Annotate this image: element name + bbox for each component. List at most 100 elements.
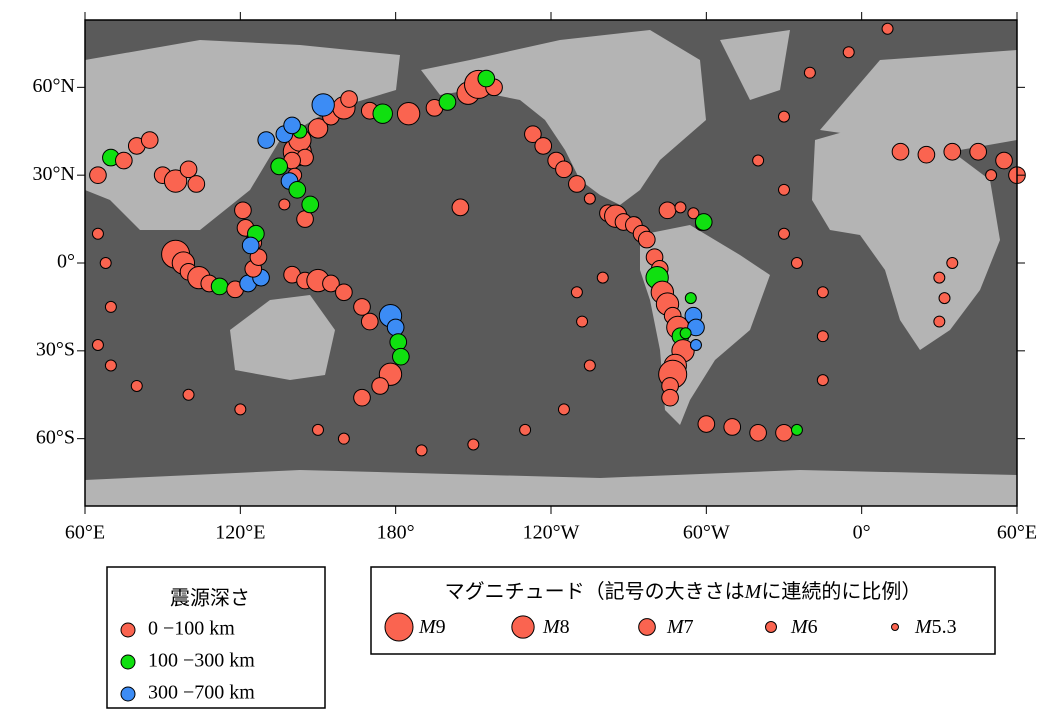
earthquake (779, 111, 790, 122)
earthquake (520, 424, 531, 435)
size-swatch (512, 616, 534, 638)
earthquake (882, 23, 893, 34)
earthquake (535, 138, 552, 155)
earthquake (439, 94, 456, 111)
earthquake (372, 378, 389, 395)
earthquake (90, 167, 107, 184)
legend-swatch (121, 655, 135, 669)
earthquake (680, 328, 691, 339)
earthquake (105, 301, 116, 312)
legend-swatch (121, 687, 135, 701)
y-tick-label: 0° (57, 251, 75, 273)
y-tick-label: 60°N (33, 75, 75, 97)
earthquake (970, 143, 987, 160)
earthquake (947, 258, 958, 269)
earthquake (92, 228, 103, 239)
earthquake (558, 404, 569, 415)
earthquake (817, 375, 828, 386)
earthquake (387, 319, 404, 336)
legend-label: 0 −100 km (148, 618, 235, 640)
earthquake (312, 94, 334, 116)
x-tick-label: 60°W (683, 522, 730, 544)
size-label: M8 (542, 616, 570, 638)
earthquake (336, 284, 353, 301)
earthquake (817, 287, 828, 298)
x-tick-label: 180° (377, 522, 415, 544)
earthquake (390, 334, 407, 351)
earthquake (934, 272, 945, 283)
earthquake (892, 143, 909, 160)
earthquake (354, 389, 371, 406)
earthquake (235, 404, 246, 415)
earthquake (698, 416, 715, 433)
earthquake (791, 424, 802, 435)
earthquake (685, 293, 696, 304)
size-swatch (766, 622, 777, 633)
earthquake (690, 339, 701, 350)
earthquake (934, 316, 945, 327)
earthquake (289, 181, 306, 198)
earthquake (361, 313, 378, 330)
earthquake (211, 278, 228, 295)
earthquake (662, 389, 679, 406)
earthquake (313, 424, 324, 435)
earthquake (279, 199, 290, 210)
y-tick-label: 30°S (36, 338, 75, 360)
earthquake (397, 103, 419, 125)
earthquake (779, 184, 790, 195)
size-symbol: M (418, 616, 437, 638)
size-label: M6 (790, 616, 818, 638)
size-label: M5.3 (914, 616, 957, 638)
earthquake (817, 331, 828, 342)
earthquake (996, 152, 1013, 169)
size-symbol: M (914, 616, 933, 638)
earthquake (939, 293, 950, 304)
x-tick-label: 120°E (215, 522, 265, 544)
earthquake (452, 199, 469, 216)
earthquake (750, 424, 767, 441)
map-figure: 60°E120°E180°120°W60°W0°60°E60°S30°S0°30… (0, 0, 1046, 718)
earthquake (791, 258, 802, 269)
earthquake (779, 228, 790, 239)
size-value: 7 (684, 616, 694, 638)
earthquake (373, 104, 392, 123)
earthquake (675, 202, 686, 213)
x-tick-label: 0° (853, 522, 871, 544)
earthquake (571, 287, 582, 298)
earthquake (597, 272, 608, 283)
y-tick-label: 30°N (33, 163, 75, 185)
earthquake (584, 193, 595, 204)
x-tick-label: 60°E (65, 522, 105, 544)
earthquake (235, 202, 252, 219)
earthquake (180, 161, 197, 178)
size-symbol: M (790, 616, 809, 638)
earthquake (577, 316, 588, 327)
size-value: 9 (436, 616, 446, 638)
earthquake (258, 132, 275, 149)
earthquake (753, 155, 764, 166)
earthquake (141, 132, 158, 149)
earthquake (416, 445, 427, 456)
earthquake (724, 419, 741, 436)
earthquake (944, 143, 961, 160)
earthquake (695, 214, 712, 231)
title-part: マグニチュード（記号の大きさは (445, 580, 745, 603)
depth-legend-title: 震源深さ (170, 587, 250, 610)
legend-swatch (121, 623, 135, 637)
earthquake (584, 360, 595, 371)
x-tick-label: 60°E (997, 522, 1037, 544)
earthquake (302, 196, 319, 213)
earthquake (284, 117, 301, 134)
size-value: 5.3 (932, 616, 957, 638)
earthquake (242, 237, 259, 254)
earthquake (354, 299, 371, 316)
earthquake (468, 439, 479, 450)
earthquake (188, 176, 205, 193)
earthquake (659, 202, 676, 219)
earthquake (116, 152, 133, 169)
earthquake (556, 161, 573, 178)
earthquake (478, 70, 495, 87)
earthquake (569, 176, 586, 193)
earthquake (393, 348, 410, 365)
legend-label: 300 −700 km (148, 682, 255, 704)
